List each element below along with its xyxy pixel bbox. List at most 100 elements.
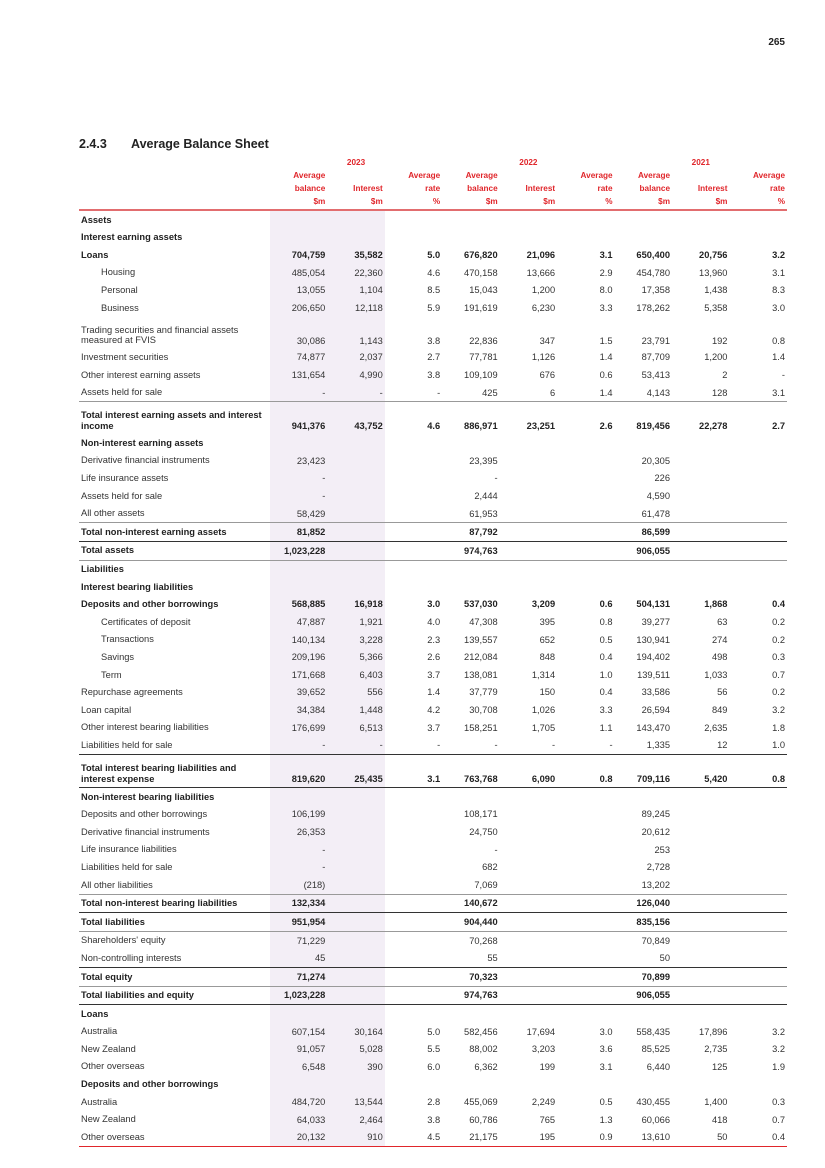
avg-rate-cell: 3.0: [427, 599, 441, 610]
avg-balance-cell: 47,887: [269, 613, 328, 631]
avg-rate-cell: 3.7: [427, 669, 441, 680]
table-row: Total interest earning assets and intere…: [79, 401, 787, 435]
avg-rate-cell: 5.9: [427, 302, 441, 313]
avg-balance-cell: 709,116: [614, 754, 673, 789]
interest-cell: 43,752: [327, 401, 385, 435]
avg-balance-cell: [442, 210, 499, 229]
row-label: Total liabilities: [79, 912, 270, 932]
table-row: New Zealand 91,057 5,028 5.5 88,002 3,203 3.6 8…: [79, 1040, 787, 1058]
avg-balance-cell: -: [269, 858, 328, 876]
interest-cell: 848: [539, 652, 556, 663]
interest-cell: [672, 560, 729, 578]
avg-rate-cell: [557, 912, 615, 932]
interest-cell: [672, 823, 729, 841]
interest-cell: [672, 434, 729, 452]
blank-header: [79, 182, 270, 195]
row-label: Liabilities held for sale: [81, 861, 173, 872]
avg-rate-cell: 3.0: [599, 1026, 613, 1037]
avg-balance-cell: [269, 228, 328, 247]
table-row: Life insurance assets - - 226: [79, 469, 787, 488]
interest-cell: 13,666: [526, 267, 556, 278]
interest-cell: 1,033: [704, 669, 728, 680]
avg-balance-cell: [615, 578, 672, 596]
interest-cell: -: [327, 736, 385, 755]
interest-cell: 16,918: [327, 595, 385, 614]
row-label: Assets held for sale: [81, 387, 163, 398]
avg-balance-cell: 24,750: [469, 827, 498, 838]
avg-rate-cell: 5.5: [427, 1044, 441, 1055]
row-label: Other overseas: [79, 1128, 270, 1147]
interest-cell: [500, 560, 557, 578]
avg-balance-cell: [615, 210, 672, 229]
avg-balance-cell: 1,023,228: [269, 985, 328, 1006]
avg-balance-cell: [442, 434, 499, 452]
avg-rate-cell: 0.8: [599, 617, 613, 628]
avg-rate-cell: [384, 966, 443, 987]
avg-balance-cell: 1,023,228: [269, 540, 328, 561]
avg-balance-cell: 53,413: [641, 369, 671, 380]
row-label: Total non-interest earning assets: [79, 522, 270, 542]
avg-rate-cell: 2.9: [599, 267, 613, 278]
interest-cell: [672, 1076, 729, 1094]
column-header: Average: [752, 171, 785, 180]
table-row: Loan capital 34,384 1,448 4.2 30,708 1,026 3.3…: [79, 701, 787, 719]
avg-rate-cell: 0.9: [557, 1128, 615, 1147]
avg-balance-cell: 704,759: [269, 246, 328, 264]
row-label: Total assets: [79, 540, 270, 561]
avg-rate-cell: 1.4: [599, 352, 613, 363]
column-header: Interest: [353, 184, 383, 193]
table-row: Other interest earning assets 131,654 4,99…: [79, 366, 787, 384]
column-header-row: Average Average Average Average Average Avera…: [79, 169, 787, 182]
avg-balance-cell: 77,781: [469, 352, 498, 363]
avg-rate-cell: 3.8: [427, 1114, 441, 1125]
interest-cell: [327, 893, 385, 913]
interest-cell: [327, 985, 385, 1006]
interest-cell: [327, 540, 385, 561]
avg-rate-cell: [729, 229, 787, 247]
interest-cell: 2,249: [531, 1096, 556, 1107]
avg-rate-cell: [385, 841, 442, 859]
table-row: Other overseas 20,132 910 4.5 21,175 195 0.9 13…: [79, 1128, 787, 1147]
interest-cell: [327, 805, 385, 824]
avg-balance-cell: -: [269, 840, 328, 859]
blank-header: [79, 169, 270, 182]
column-header: %: [557, 195, 615, 211]
avg-balance-cell: 206,650: [269, 298, 328, 317]
avg-balance-cell: 85,525: [641, 1044, 671, 1055]
avg-balance-cell: 178,262: [636, 302, 671, 313]
interest-cell: 3,209: [531, 599, 556, 610]
table-row: Investment securities 74,877 2,037 2.7 77,78…: [79, 348, 787, 367]
avg-rate-cell: [385, 578, 442, 596]
interest-cell: [500, 858, 557, 876]
interest-cell: 2,464: [327, 1110, 385, 1129]
avg-rate-cell: 3.6: [599, 1044, 613, 1055]
row-label: Interest bearing liabilities: [81, 581, 194, 592]
avg-balance-cell: 37,779: [469, 687, 498, 698]
column-header: rate: [769, 184, 785, 193]
avg-rate-cell: 1.4: [772, 352, 785, 363]
avg-balance-cell: 20,305: [641, 455, 671, 466]
avg-balance-cell: 109,109: [464, 369, 498, 380]
interest-cell: 395: [539, 617, 556, 628]
interest-cell: [500, 876, 557, 894]
avg-balance-cell: [269, 1004, 328, 1023]
row-label: Loan capital: [81, 704, 132, 715]
avg-rate-cell: [384, 540, 443, 561]
avg-rate-cell: [729, 985, 787, 1006]
table-row: Derivative financial instruments 23,423 23…: [79, 451, 787, 470]
interest-cell: 652: [539, 634, 556, 645]
row-label: Other interest earning assets: [81, 369, 201, 380]
interest-cell: [327, 840, 385, 859]
avg-balance-cell: 650,400: [636, 249, 671, 260]
column-header: $m: [269, 195, 328, 211]
interest-cell: 418: [711, 1114, 728, 1125]
avg-balance-cell: [269, 787, 328, 806]
table-row: Life insurance liabilities - - 253: [79, 840, 787, 859]
interest-cell: 17,694: [526, 1026, 556, 1037]
avg-balance-cell: 904,440: [442, 912, 500, 932]
avg-balance-cell: 886,971: [442, 401, 500, 435]
interest-cell: [672, 229, 729, 247]
interest-cell: 195: [499, 1128, 558, 1147]
avg-rate-cell: [385, 505, 442, 523]
avg-rate-cell: 0.2: [772, 634, 785, 645]
